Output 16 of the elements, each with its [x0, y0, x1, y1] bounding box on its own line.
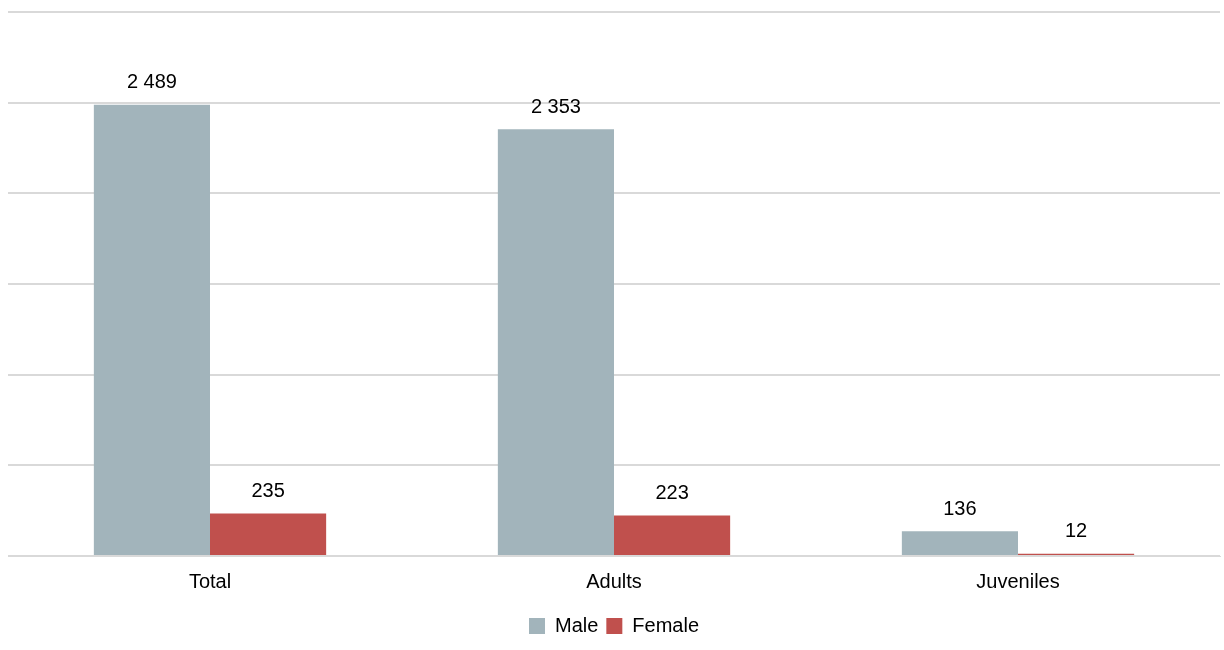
bar [614, 515, 731, 555]
x-tick-label: Total [188, 569, 232, 592]
bar [497, 129, 614, 555]
bar [210, 513, 327, 555]
x-tick-label: Juveniles [976, 569, 1060, 592]
legend-label: Female [632, 613, 700, 636]
data-label: 2 353 [530, 94, 581, 117]
data-label: 235 [251, 478, 285, 501]
x-tick-label: Adults [586, 569, 642, 592]
data-label: 223 [655, 481, 689, 504]
bar [901, 531, 1018, 555]
bar [93, 104, 210, 555]
data-label: 12 [1064, 519, 1088, 542]
data-label: 2 489 [126, 70, 177, 93]
legend-label: Male [554, 613, 599, 636]
data-label: 136 [943, 496, 977, 519]
